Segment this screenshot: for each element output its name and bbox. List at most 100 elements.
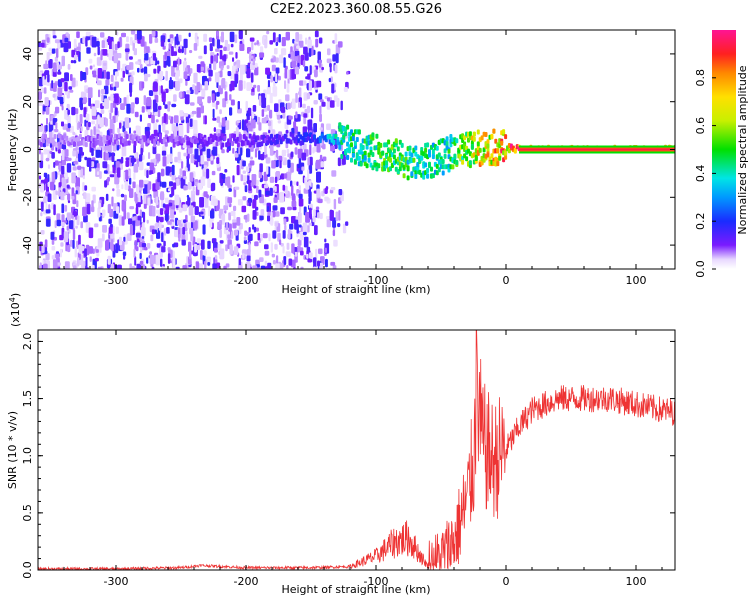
spectrogram-cell [285, 251, 291, 257]
spectrogram-cell [326, 58, 332, 64]
spectrogram-cell [267, 80, 270, 88]
spectrogram-cell [44, 70, 50, 75]
spectrogram-cell [291, 98, 296, 109]
spectrogram-cell [138, 161, 144, 171]
spectrogram-cell [50, 181, 55, 191]
spectrogram-ridge-cell [424, 162, 428, 168]
spectrogram-cell [139, 260, 144, 266]
spectrogram-cell [208, 69, 213, 77]
spectrogram-cell [133, 248, 136, 258]
spectrogram-ridge-cell [51, 137, 55, 143]
spectrogram-cell [281, 37, 286, 47]
spectrogram-cell [242, 196, 247, 201]
spectrogram-cell [213, 55, 218, 64]
spectrogram-cell [155, 196, 159, 206]
spectrogram-cell [259, 215, 264, 221]
spectrogram-ridge-cell [424, 147, 428, 153]
spectrogram-cell [152, 99, 157, 110]
spectrogram-cell [112, 167, 116, 174]
spectrogram-cell [82, 91, 87, 98]
spectrogram-cell [70, 239, 74, 247]
spectrogram-cell [233, 246, 239, 255]
spectrogram-ridge-cell [451, 164, 455, 170]
spectrogram-cell [307, 258, 313, 263]
spectrogram-cell [193, 119, 198, 131]
spectrogram-cell [242, 175, 248, 182]
snr-background [38, 330, 675, 570]
spectrogram-cell [252, 199, 257, 209]
spectrogram-cell [133, 163, 139, 173]
spectrogram-cell [158, 124, 161, 135]
spectrogram-cell [219, 240, 224, 244]
spectrogram-cell [277, 232, 281, 242]
spectrogram-cell [91, 106, 97, 116]
spectrogram-cell [326, 123, 331, 131]
spectrogram-cell [111, 41, 115, 51]
spectrogram-cell [208, 37, 213, 43]
spectrogram-cell [90, 129, 93, 138]
spectrogram-cell [206, 194, 209, 199]
spectrogram-cell [91, 36, 97, 48]
spectrogram-cell [108, 218, 112, 224]
spectrogram-cell [173, 94, 177, 102]
spectrogram-cell [95, 249, 99, 253]
spectrogram-cell [77, 165, 82, 170]
spectrogram-cell [221, 124, 226, 134]
spectrogram-cell [298, 156, 302, 166]
spectrogram-cell [55, 106, 60, 114]
spectrogram-cell [164, 130, 169, 135]
spectrogram-ridge-cell [402, 173, 406, 179]
spectrogram-cell [85, 113, 90, 121]
spectrogram-cell [101, 145, 105, 151]
spectrogram-cell [223, 205, 229, 211]
spectrogram-ridge-cell [441, 159, 445, 164]
spectrogram-cell [148, 152, 151, 159]
spectrogram-cell [148, 90, 154, 96]
spectrogram-cell [125, 157, 131, 161]
spectrogram-cell [45, 253, 50, 261]
spectrogram-cell [240, 147, 243, 156]
spectrogram-cell [196, 245, 201, 250]
spectrogram-cell [173, 115, 179, 124]
spectrogram-cell [130, 30, 136, 35]
spectrogram-ridge-cell [221, 142, 225, 148]
spectrogram-cell [321, 101, 326, 107]
x-tick-label: 0 [503, 274, 510, 287]
spectrogram-cell [113, 86, 117, 91]
spectrogram-cell [129, 224, 133, 236]
spectrogram-cell [260, 93, 266, 103]
spectrogram-cell [194, 243, 197, 253]
spectrogram-cell [257, 232, 260, 241]
spectrogram-cell [66, 225, 69, 231]
spectrogram-cell [95, 149, 101, 158]
spectrogram-cell [275, 41, 279, 47]
spectrogram-cell [99, 199, 102, 204]
figure-title: C2E2.2023.360.08.55.G26 [269, 2, 443, 17]
spectrogram-cell [172, 51, 177, 56]
spectrogram-cell [57, 87, 63, 97]
spectrogram-cell [67, 243, 71, 253]
spectrogram-ridge-cell [236, 142, 240, 148]
spectrogram-cell [302, 143, 307, 150]
spectrogram-cell [52, 171, 56, 183]
y-tick-label: 1.0 [21, 447, 34, 465]
spectrogram-cell [319, 262, 323, 269]
spectrogram-cell [319, 212, 323, 220]
spectrogram-cell [212, 108, 215, 119]
spectrogram-cell [193, 251, 197, 257]
spectrogram-cell [255, 227, 259, 232]
spectrogram-cell [163, 240, 166, 247]
spectrogram-cell [126, 103, 131, 114]
spectrogram-cell [254, 42, 257, 46]
spectrogram-cell [229, 94, 232, 101]
spectrogram-cell [332, 229, 335, 236]
spectrogram-cell [306, 246, 311, 252]
spectrogram-cell [162, 123, 166, 133]
spectrogram-cell [75, 190, 78, 195]
spectrogram-ridge-cell [420, 155, 424, 161]
spectrogram-cell [181, 239, 186, 246]
spectrogram-cell [167, 221, 172, 225]
spectrogram-cell [237, 265, 243, 269]
spectrogram-ridge-cell [363, 150, 367, 156]
spectrogram-cell [267, 104, 270, 111]
